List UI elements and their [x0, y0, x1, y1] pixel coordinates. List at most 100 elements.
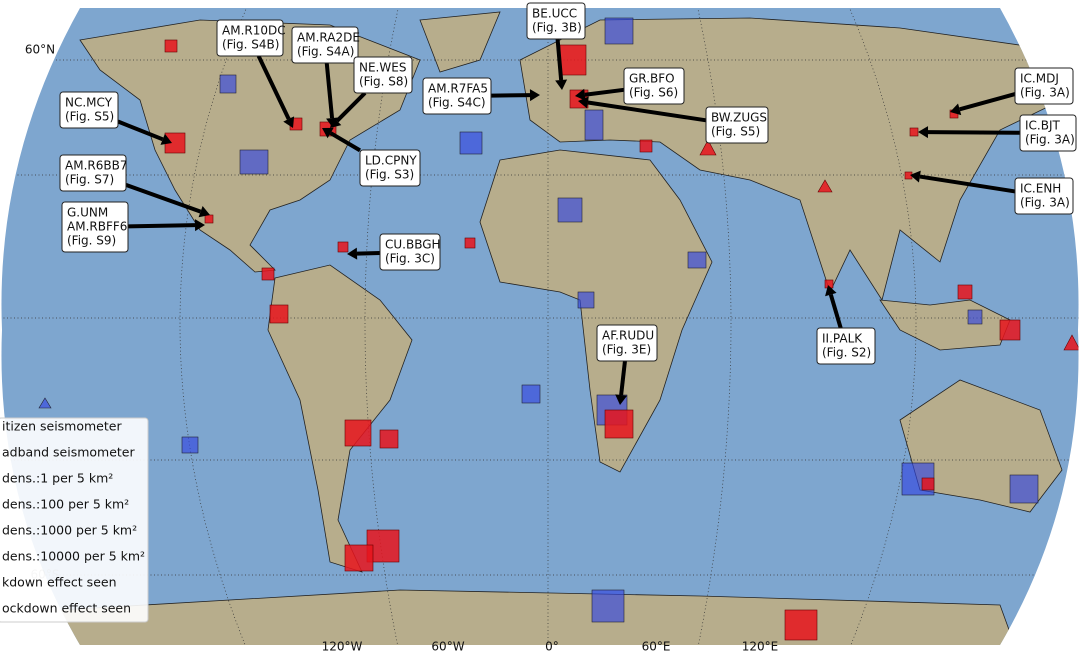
annotation-text: IC.BJT [1025, 119, 1061, 133]
annotation-text: (Fig. 3E) [602, 343, 651, 357]
land [479, 149, 713, 473]
arrow-head [198, 205, 210, 218]
lon-label: 0° [545, 640, 559, 654]
annotation-text: AM.R7FA5 [428, 82, 488, 96]
legend-label: ockdown effect seen [2, 601, 131, 616]
annotation-text: LD.CPNY [365, 154, 417, 168]
annotation-text: (Fig. 3A) [1020, 196, 1070, 210]
annotation-text: BW.ZUGS [711, 111, 767, 125]
arrow-head [950, 103, 962, 116]
arrow-head [347, 247, 358, 260]
legend-label: adband seismometer [2, 445, 135, 460]
arrow-head [555, 79, 568, 90]
annotation-text: AM.RBFF6 [67, 220, 127, 234]
arrow-head [322, 127, 334, 139]
annotation-text: (Fig. S5) [711, 125, 760, 139]
annotation-box [353, 56, 413, 94]
arrow [619, 360, 627, 396]
arrow [584, 87, 625, 97]
annotation-box [1019, 114, 1077, 152]
lat-label: 60°N [25, 43, 55, 57]
annotation-text: G.UNM [67, 206, 108, 220]
annotation-box [216, 19, 284, 57]
arrow-head [918, 126, 929, 139]
annotation-box [816, 327, 876, 365]
arrow [125, 182, 202, 214]
legend: itizen seismometer adband seismometer dens… [0, 417, 149, 623]
arrow-head [578, 96, 589, 109]
stations [38, 17, 1079, 641]
annotation-text: (Fig. 3B) [532, 21, 582, 35]
annotation-text: (Fig. S6) [629, 86, 678, 100]
annotation-text: AM.RA2DE [297, 31, 360, 45]
arrow [127, 223, 196, 229]
antarctica [59, 589, 1021, 645]
arrow-head [615, 394, 628, 405]
legend-label: dens.:1000 per 5 km² [2, 523, 137, 538]
annotation-text: (Fig. S3) [365, 168, 414, 182]
annotation-text: (Fig. S2) [822, 346, 871, 360]
annotation-box [59, 91, 119, 129]
annotation-box [59, 154, 127, 192]
annotation-text: GR.BFO [629, 72, 675, 86]
arrow [329, 131, 362, 153]
annotation-text: (Fig. 3C) [385, 252, 435, 266]
annotation-text: (Fig. S4C) [428, 96, 486, 110]
lon-label: 60°W [431, 640, 464, 654]
annotation-box [291, 26, 359, 64]
arrow [587, 100, 707, 123]
annotation-text: BE.UCC [532, 7, 577, 21]
annotation-box [1014, 67, 1074, 105]
annotation-text: CU.BBGH [385, 238, 441, 252]
arrow-head [825, 285, 837, 297]
annotation-text: IC.ENH [1020, 182, 1061, 196]
annotation-box [61, 201, 129, 253]
annotation-text: AM.R6BB7 [65, 159, 127, 173]
arrow [256, 55, 291, 120]
annotation-text: AF.RUDU [602, 329, 654, 343]
arrow [959, 92, 1016, 112]
annotation-text: II.PALK [822, 332, 863, 346]
legend-label: kdown effect seen [2, 575, 117, 590]
annotation-text: (Fig. 3A) [1020, 86, 1070, 100]
annotation-box [526, 2, 586, 40]
arrow-head [283, 116, 295, 128]
arrow-head [194, 219, 205, 232]
lon-label: 120°W [322, 640, 363, 654]
arrow-head [529, 89, 540, 102]
arrow [117, 119, 164, 142]
annotation-text: (Fig. S8) [359, 75, 408, 89]
legend-label: dens.:1 per 5 km² [2, 471, 113, 486]
annotation-text: (Fig. S4A) [297, 45, 354, 59]
arrow [927, 130, 1021, 135]
arrow [555, 38, 564, 81]
lon-label: 120°E [742, 640, 779, 654]
annotation-text: (Fig. S4B) [222, 38, 279, 52]
annotation-text: IC.MDJ [1020, 72, 1059, 86]
legend-label: itizen seismometer [2, 419, 122, 434]
annotation-box [379, 233, 441, 271]
annotation-text: NE.WES [359, 61, 406, 75]
annotation-box [623, 67, 685, 105]
annotation-text: AM.R10DC [222, 24, 286, 38]
arrow [356, 250, 381, 256]
annotation-box [596, 324, 658, 362]
legend-box [0, 417, 149, 623]
arrow [828, 294, 843, 329]
legend-label: dens.:100 per 5 km² [2, 497, 129, 512]
lon-label: 60°E [642, 640, 671, 654]
arrow-head [160, 133, 172, 145]
arrow [324, 62, 335, 119]
annotation-box [1014, 177, 1074, 215]
annotation-text: (Fig. S5) [65, 110, 114, 124]
annotation-box [705, 106, 769, 144]
arrow-head [910, 170, 921, 183]
annotation-text: (Fig. 3A) [1025, 133, 1075, 147]
annotations: AM.R10DC(Fig. S4B) AM.RA2DE(Fig. S4A) NE.W… [59, 2, 1077, 405]
land [267, 264, 413, 573]
annotation-box [422, 77, 492, 115]
arrow-head [575, 88, 586, 101]
legend-label: dens.:10000 per 5 km² [2, 549, 145, 564]
